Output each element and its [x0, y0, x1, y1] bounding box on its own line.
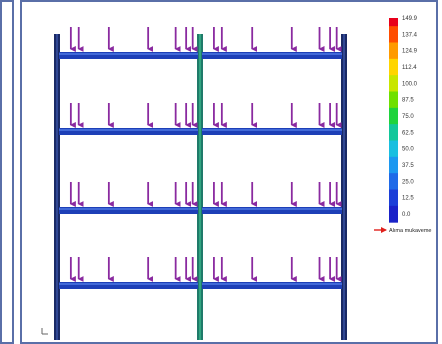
legend-swatch [389, 58, 398, 76]
legend-label: 50.0 [402, 147, 414, 153]
legend-label: 87.5 [402, 98, 414, 104]
beam-highlight [59, 208, 198, 210]
annotation: Alıma mukaveme [374, 227, 432, 234]
legend-label: 62.5 [402, 130, 414, 136]
legend-swatch [389, 156, 398, 174]
legend-label: 100.0 [402, 81, 418, 87]
axis-triad [41, 328, 48, 335]
beam-floor1-bay1 [59, 52, 198, 59]
legend-swatch [389, 205, 398, 223]
beam-floor4-bay2 [202, 282, 342, 289]
beam-floor2-bay2 [202, 128, 342, 135]
legend-label: 137.4 [402, 32, 418, 38]
legend-swatch [389, 18, 398, 28]
beam-floor4-bay1 [59, 282, 198, 289]
column-highlight-1 [56, 34, 58, 340]
legend-swatch [389, 140, 398, 158]
beam-floor1-bay2 [202, 52, 342, 59]
legend-swatch [389, 91, 398, 109]
legend-swatch [389, 173, 398, 190]
columns-group [54, 34, 347, 340]
load-arrows-group [69, 27, 342, 282]
legend-swatch [389, 189, 398, 207]
legend-label: 124.9 [402, 49, 418, 55]
legend-color-bar [389, 18, 398, 223]
beam-highlight [202, 129, 342, 131]
legend-label: 112.4 [402, 65, 417, 71]
legend-label: 12.5 [402, 196, 414, 202]
legend-label: 149.9 [402, 16, 418, 22]
legend-swatch [389, 75, 398, 92]
legend-label: 37.5 [402, 163, 414, 169]
beam-highlight [202, 283, 342, 285]
beam-highlight [59, 53, 198, 55]
legend-swatch [389, 124, 398, 141]
legend-label: 0.0 [402, 212, 411, 218]
beams-group [59, 52, 342, 289]
beam-highlight [59, 283, 198, 285]
column-highlight-3 [343, 34, 345, 340]
legend-swatch [389, 26, 398, 43]
beam-floor3-bay2 [202, 207, 342, 214]
main-panel-frame [20, 0, 438, 344]
legend-labels: 149.9 137.4 124.9 112.4 100.0 87.5 75.0 62.5 50.… [402, 16, 418, 218]
legend-swatch [389, 42, 398, 60]
annotation-label: Alıma mukaveme [389, 228, 432, 234]
beam-highlight [202, 208, 342, 210]
legend-swatch [389, 107, 398, 125]
legend-label: 25.0 [402, 179, 414, 185]
column-highlight-2 [199, 34, 201, 340]
side-panel-frame [0, 0, 14, 344]
beam-highlight [59, 129, 198, 131]
legend-label: 75.0 [402, 114, 414, 120]
color-legend: 149.9 137.4 124.9 112.4 100.0 87.5 75.0 62.5 50.… [389, 16, 418, 223]
beam-floor2-bay1 [59, 128, 198, 135]
beam-floor3-bay1 [59, 207, 198, 214]
beam-highlight [202, 53, 342, 55]
